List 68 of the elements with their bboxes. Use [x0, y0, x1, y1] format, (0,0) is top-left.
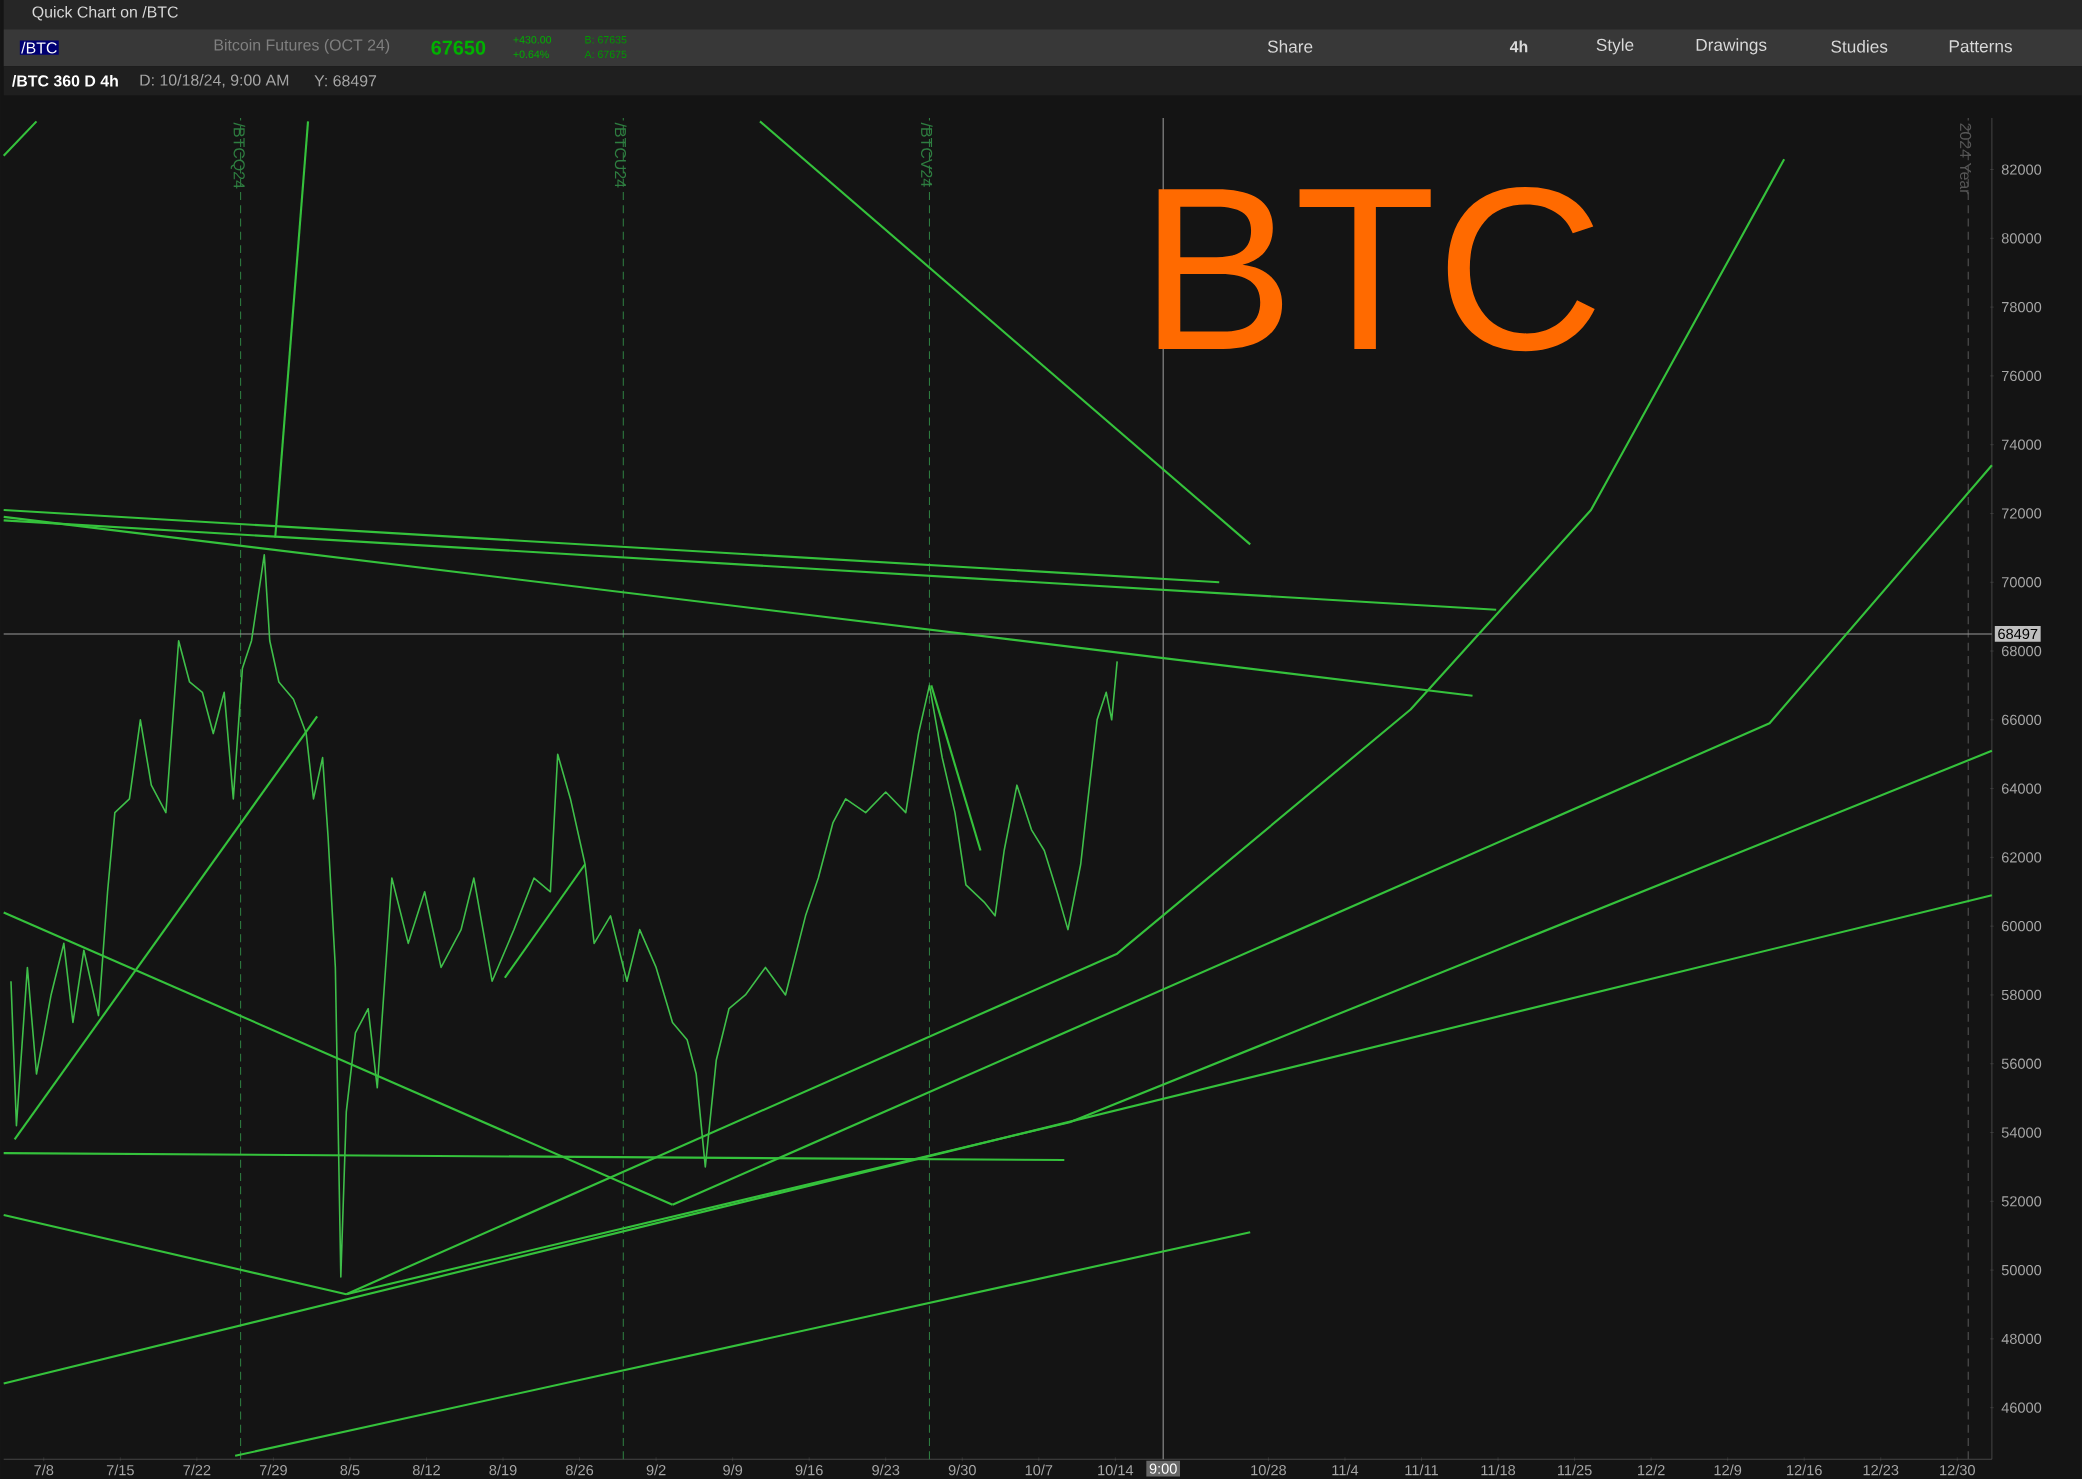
x-tick-label: 7/29 — [259, 1464, 287, 1476]
x-tick-label: 11/4 — [1332, 1464, 1359, 1476]
text: Style — [1596, 38, 1634, 55]
x-tick-label: 12/2 — [1638, 1464, 1665, 1476]
text: Drawings — [1696, 38, 1767, 55]
x-tick-label: 9/9 — [723, 1464, 743, 1476]
x-tick-label: 11/18 — [1481, 1464, 1516, 1476]
x-tick-label: 12/30 — [1940, 1464, 1975, 1476]
text: +430.00 — [513, 35, 552, 44]
x-tick-label: 7/22 — [183, 1464, 211, 1476]
text: Quick Chart on /BTC — [32, 5, 178, 21]
y-tick-label: 66000 — [2001, 714, 2042, 725]
text: /BTC — [21, 41, 57, 54]
x-tick-label: 9/2 — [646, 1464, 666, 1476]
ref-line-label: 9:00 — [1149, 1463, 1177, 1474]
x-tick-label: 8/26 — [565, 1464, 594, 1476]
ref-line-label: /BTCV24 — [920, 122, 933, 187]
text: Share — [1267, 39, 1313, 53]
y-tick-label: 70000 — [2001, 577, 2042, 588]
y-tick-label: 54000 — [2001, 1127, 2042, 1138]
x-tick-label: 11/11 — [1405, 1464, 1438, 1476]
y-tick-label: 52000 — [2001, 1196, 2042, 1207]
x-tick-label: 8/12 — [412, 1464, 440, 1476]
x-tick-label: 8/19 — [489, 1464, 517, 1476]
text: Patterns — [1949, 40, 2012, 53]
x-tick-label: 12/23 — [1863, 1464, 1899, 1476]
text: 4h — [1509, 40, 1528, 53]
text: Y: 68497 — [314, 75, 377, 87]
ref-line-label: 2024 Year — [1959, 123, 1972, 195]
x-tick-label: 10/28 — [1251, 1464, 1287, 1476]
y-tick-label: 82000 — [2001, 164, 2042, 175]
text: Studies — [1831, 39, 1888, 53]
text: B: 67635 — [585, 35, 627, 44]
y-tick-label: 60000 — [2001, 920, 2042, 932]
text: +0.64% — [513, 50, 549, 58]
x-tick-label: 10/14 — [1098, 1464, 1134, 1476]
y-tick-label: 56000 — [2001, 1058, 2042, 1069]
text: /BTC 360 D 4h — [12, 74, 118, 87]
x-tick-label: 7/8 — [34, 1464, 54, 1476]
y-tick-label: 62000 — [2001, 852, 2042, 863]
x-tick-label: 12/9 — [1714, 1464, 1742, 1476]
y-tick-label: 58000 — [2001, 989, 2042, 1001]
y-tick-label: 64000 — [2001, 783, 2042, 794]
y-tick-label: 78000 — [2001, 301, 2042, 313]
text: D: 10/18/24, 9:00 AM — [140, 73, 289, 88]
x-tick-label: 8/5 — [340, 1464, 360, 1476]
x-tick-label: 9/23 — [872, 1464, 900, 1476]
y-tick-label: 76000 — [2001, 370, 2042, 381]
x-tick-label: 11/25 — [1557, 1464, 1592, 1476]
ref-line-label: /BTCU24 — [614, 122, 627, 188]
ref-line-label: /BTCQ24 — [230, 122, 246, 189]
ref-line-label: 68497 — [1998, 628, 2038, 639]
y-tick-label: 46000 — [2001, 1402, 2042, 1413]
y-tick-label: 80000 — [2001, 233, 2042, 244]
x-tick-label: 9/16 — [795, 1464, 823, 1476]
y-tick-label: 50000 — [2001, 1264, 2042, 1276]
x-tick-label: 12/16 — [1787, 1464, 1822, 1476]
x-tick-label: 9/30 — [948, 1464, 976, 1476]
text: Bitcoin Futures (OCT 24) — [214, 38, 390, 54]
text: 67650 — [431, 40, 486, 55]
y-tick-label: 74000 — [2001, 439, 2042, 450]
x-tick-label: 7/15 — [106, 1464, 134, 1476]
x-tick-label: 10/7 — [1025, 1464, 1053, 1476]
y-tick-label: 72000 — [2001, 508, 2042, 519]
y-tick-label: 48000 — [2001, 1333, 2042, 1344]
text: A: 67675 — [584, 50, 627, 58]
y-tick-label: 68000 — [2001, 645, 2042, 657]
chart-title: BTC — [1158, 186, 1595, 352]
